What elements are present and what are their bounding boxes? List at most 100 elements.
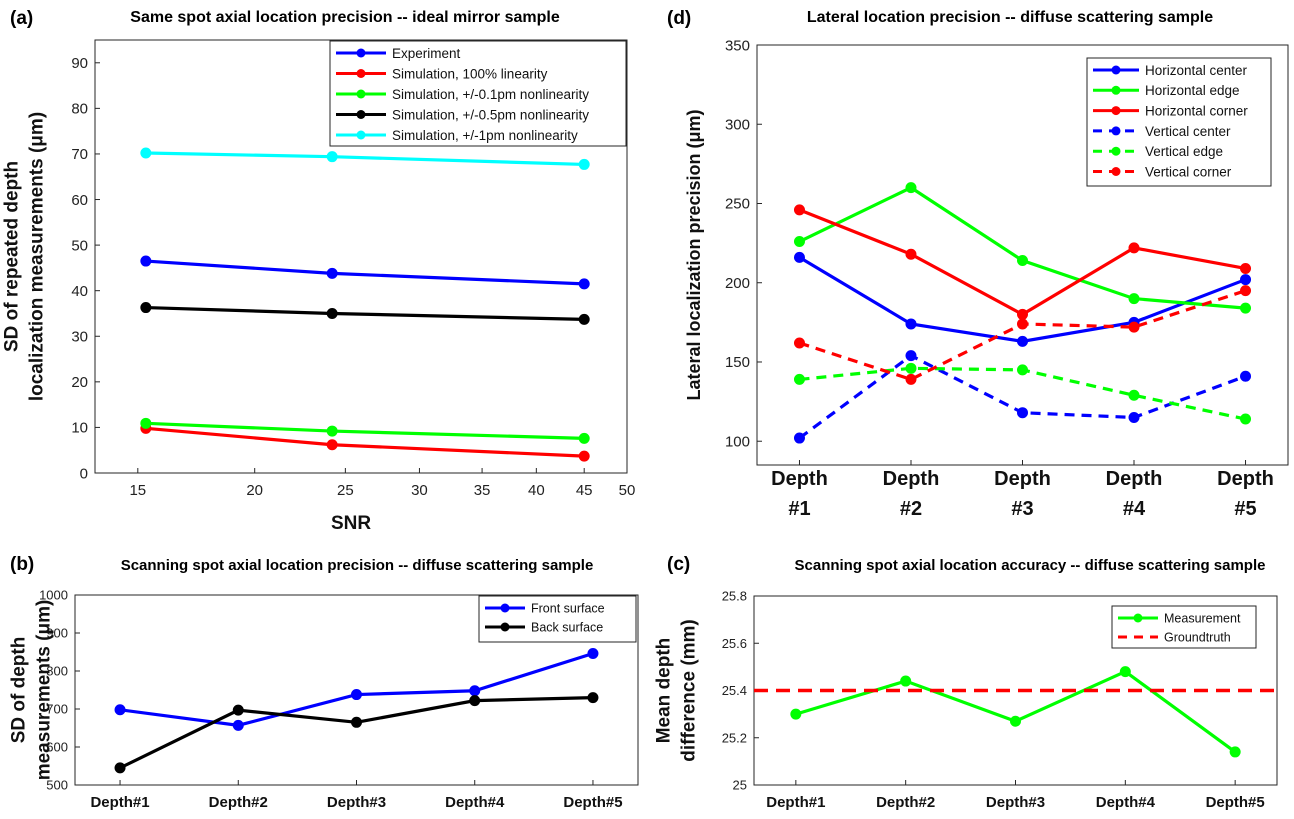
data-point-0-4 <box>1240 274 1252 286</box>
x-tick-label: Depth#1 <box>766 794 825 811</box>
y-tick-label: 50 <box>71 237 88 254</box>
panel-b-letter: (b) <box>10 554 34 575</box>
y-tick-label: 250 <box>725 196 750 213</box>
data-point-3-1 <box>905 350 917 362</box>
panel-a-letter: (a) <box>10 8 33 29</box>
y-tick-label: 200 <box>725 275 750 292</box>
y-tick-label: 300 <box>725 116 750 133</box>
data-point-2-1 <box>326 425 338 437</box>
y-tick-label: 40 <box>71 283 88 300</box>
data-point-1-2 <box>1017 255 1028 267</box>
x-tick-label: 40 <box>528 482 545 499</box>
legend-label-1: Groundtruth <box>1164 631 1231 645</box>
y-axis-label: SD of depth <box>9 637 30 744</box>
y-tick-label: 70 <box>71 146 88 163</box>
y-axis-label: Lateral localization precision (μm) <box>684 109 704 400</box>
y-tick-label: 25.8 <box>722 589 747 604</box>
x-tick-label: 25 <box>337 482 354 499</box>
x-tick-label: 50 <box>619 482 636 499</box>
x-tick-label: Depth <box>994 468 1051 490</box>
chart-a: 0 10 20 30 40 50 60 70 80 90 15 20 25 30 35 40 45 50 SNR SD… <box>2 39 636 534</box>
x-tick-label: Depth <box>883 468 940 490</box>
data-point-0-3 <box>1119 666 1131 678</box>
data-point-2-1 <box>905 248 917 260</box>
legend-marker-1 <box>356 69 366 78</box>
legend-marker-3 <box>1111 126 1121 136</box>
x-tick-label: 15 <box>129 482 146 499</box>
chart-d: 100 150 200 250 300 350 Depth #1 Depth #2 Depth #3 D… <box>684 37 1289 520</box>
legend-label-3: Simulation, +/-0.5pm nonlinearity <box>392 107 589 122</box>
data-point-1-4 <box>1240 302 1252 314</box>
legend-label-0: Horizontal center <box>1145 63 1248 78</box>
y-tick-label: 800 <box>46 664 68 679</box>
data-point-5-0 <box>793 337 805 349</box>
data-point-0-4 <box>587 648 599 660</box>
x-tick-label: Depth#2 <box>209 794 268 811</box>
y-tick-label: 350 <box>725 37 750 54</box>
x-tick-label: Depth#5 <box>1206 794 1265 811</box>
data-point-4-0 <box>793 373 805 385</box>
x-tick-label: Depth#3 <box>986 794 1045 811</box>
panel-c-title: Scanning spot axial location accuracy --… <box>795 557 1266 574</box>
legend-marker-3 <box>356 110 366 119</box>
x-tick-label: 30 <box>411 482 428 499</box>
legend-label-2: Simulation, +/-0.1pm nonlinearity <box>392 87 589 102</box>
x-tick-label: Depth#5 <box>563 794 622 811</box>
legend-label-1: Back surface <box>531 621 603 635</box>
data-point-0-2 <box>1010 715 1021 727</box>
data-point-1-2 <box>578 450 590 462</box>
data-point-0-1 <box>232 719 244 731</box>
data-point-1-3 <box>1128 293 1140 305</box>
x-tick-label: Depth <box>771 468 828 490</box>
y-tick-label: 60 <box>71 192 88 209</box>
x-tick-label: 20 <box>246 482 263 499</box>
legend-marker-2 <box>1111 106 1121 116</box>
data-point-0-4 <box>1229 746 1241 758</box>
y-axis-label: Mean depth <box>654 638 675 744</box>
data-point-0-2 <box>578 278 590 290</box>
x-tick-label: Depth#2 <box>876 794 935 811</box>
x-tick-label: Depth#3 <box>327 794 386 811</box>
data-point-0-1 <box>900 675 912 687</box>
legend-marker-0 <box>500 603 510 613</box>
data-point-0-0 <box>114 704 126 716</box>
data-point-1-1 <box>326 439 338 451</box>
y-tick-label: 25.4 <box>722 683 747 698</box>
y-axis-label: localization measurements (μm) <box>27 112 48 401</box>
legend-marker-4 <box>356 130 366 140</box>
legend-label-2: Horizontal corner <box>1145 103 1248 118</box>
data-point-1-1 <box>905 182 917 194</box>
data-point-4-0 <box>140 147 152 159</box>
legend-marker-0 <box>356 48 366 58</box>
legend-label-1: Horizontal edge <box>1145 83 1240 98</box>
legend-marker-5 <box>1111 167 1121 176</box>
legend-label-4: Simulation, +/-1pm nonlinearity <box>392 128 578 143</box>
data-point-4-2 <box>1017 364 1028 376</box>
y-tick-label: 600 <box>46 740 68 755</box>
panel-a-title: Same spot axial location precision -- id… <box>130 9 560 26</box>
data-point-2-4 <box>1240 262 1252 274</box>
panel-d-letter: (d) <box>667 8 691 29</box>
data-point-2-0 <box>793 204 805 216</box>
y-axis-label: measurements (μm) <box>34 600 55 781</box>
data-point-5-2 <box>1017 318 1028 330</box>
y-tick-label: 150 <box>725 354 750 371</box>
x-tick-label: #4 <box>1123 498 1146 520</box>
data-point-5-1 <box>905 373 917 385</box>
y-tick-label: 0 <box>80 465 88 482</box>
data-point-1-0 <box>793 236 805 248</box>
panel-d-title: Lateral location precision -- diffuse sc… <box>807 9 1213 26</box>
legend-box <box>1086 57 1272 187</box>
legend-label-3: Vertical center <box>1145 124 1231 139</box>
y-tick-label: 25.6 <box>722 636 747 651</box>
y-tick-label: 100 <box>725 433 750 450</box>
legend-label-0: Measurement <box>1164 612 1241 626</box>
legend-box <box>1111 605 1257 649</box>
data-point-2-2 <box>578 432 590 444</box>
legend-label-0: Front surface <box>531 602 605 616</box>
x-tick-label: Depth <box>1217 468 1274 490</box>
x-tick-label: 45 <box>576 482 593 499</box>
data-point-0-2 <box>351 689 362 701</box>
data-point-2-0 <box>140 417 152 429</box>
